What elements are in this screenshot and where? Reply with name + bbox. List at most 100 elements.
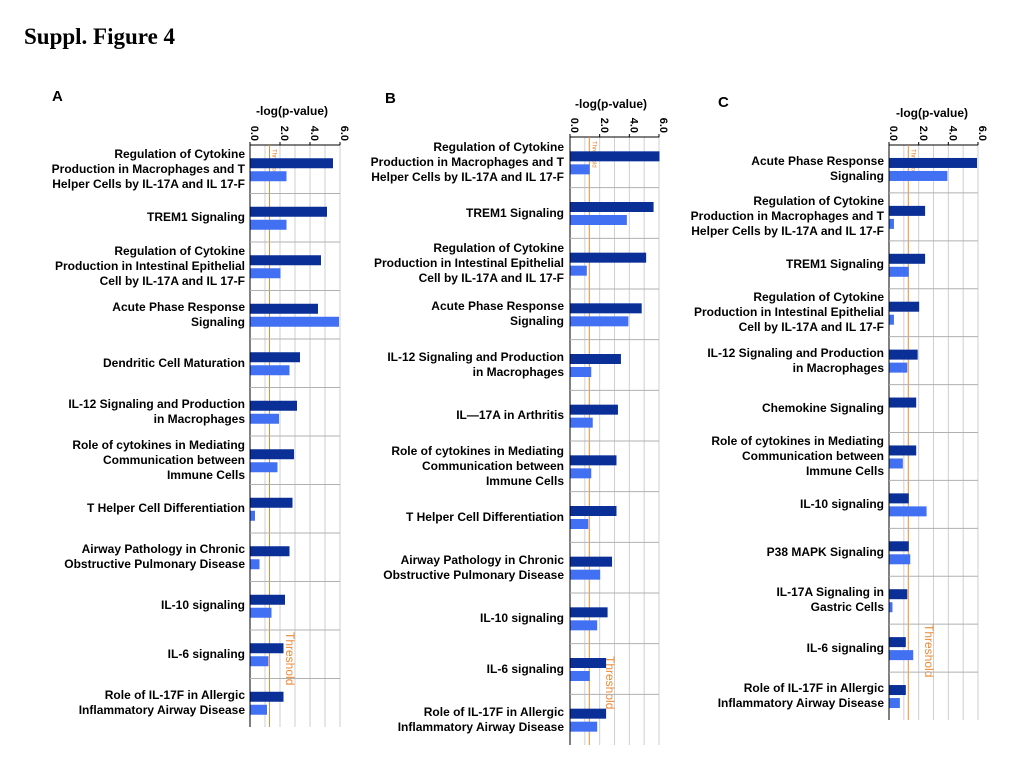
panel-a-bar-series2	[250, 171, 287, 182]
panel-b-tick-label: 4.0	[627, 118, 639, 133]
panel-a-category-label: Role of IL-17F in Allergic Inflammatory …	[78, 687, 245, 717]
panel-b-category-label: IL-12 Signaling and Production in Macrop…	[387, 350, 564, 379]
panel-b-bar-series1	[570, 658, 607, 668]
panel-b-bar-series2	[570, 164, 590, 175]
panel-c-bar-series2	[889, 170, 948, 181]
panel-a-bar-series1	[250, 691, 284, 702]
panel-c-bar-series2	[889, 266, 909, 277]
panel-a-bar-series1	[250, 643, 284, 654]
panel-c-bar-series1	[889, 589, 908, 600]
panel-c-category-label: IL-12 Signaling and Production in Macrop…	[707, 345, 884, 375]
panel-a-bar-series2	[250, 704, 267, 715]
panel-b-bar-series2	[570, 721, 598, 732]
panel-b-category-label: Role of cytokines in Mediating Communica…	[391, 443, 564, 488]
panel-a-tick-label: 6.0	[338, 126, 350, 141]
panel-a-bar-series1	[250, 497, 293, 508]
panel-c-category-label: Regulation of Cytokine Production in Mac…	[690, 194, 884, 239]
figure-title: Suppl. Figure 4	[24, 24, 176, 49]
panel-b-bar-series1	[570, 354, 621, 364]
panel-b-category-label: IL-10 signaling	[479, 610, 564, 625]
panel-c-tick-label: 0.0	[887, 126, 899, 141]
panel-b-category-label: Airway Pathology in Chronic Obstructive …	[383, 552, 564, 582]
panel-a-category-label: Regulation of Cytokine Production in Mac…	[51, 146, 245, 191]
panel-c-bar-series2	[889, 554, 911, 565]
panel-b-bar-series2	[570, 620, 598, 631]
panel-c-threshold-label: Threshold	[922, 624, 936, 677]
panel-b-category-label: TREM1 Signaling	[465, 205, 564, 220]
panel-b-category-label: IL—17A in Arthritis	[456, 408, 564, 423]
panel-b-tick-label: 6.0	[657, 118, 669, 133]
panel-a-category-label: IL-10 signaling	[160, 598, 245, 613]
panel-c-category-label: IL-17A Signaling in Gastric Cells	[776, 585, 884, 615]
panel-b-axis-title: -log(p-value)	[575, 97, 647, 111]
panel-b-threshold-label: Threshold	[603, 656, 617, 709]
panel-a-bar-series1	[250, 158, 333, 169]
panel-a-category-label: Acute Phase Response Signaling	[112, 299, 245, 329]
panel-c-bar-series2	[889, 698, 900, 709]
panel-b-bar-series1	[570, 455, 617, 466]
panel-c-bar-series2	[889, 314, 894, 325]
panel-a-bar-series2	[250, 510, 255, 521]
panel-a-bar-series1	[250, 206, 327, 217]
panel-a-bar-series2	[250, 607, 272, 618]
panel-c-category-label: Role of cytokines in Mediating Communica…	[711, 433, 884, 478]
panel-c-tick-label: 6.0	[976, 126, 988, 141]
panel-a-bar-series2	[250, 316, 339, 327]
panel-c-axis-title: -log(p-value)	[896, 106, 968, 120]
panel-a-bar-series2	[250, 365, 290, 376]
panel-a-category-label: Role of cytokines in Mediating Communica…	[72, 437, 245, 482]
panel-c-category-label: Regulation of Cytokine Production in Int…	[693, 290, 884, 335]
panel-b-bar-series2	[570, 417, 593, 428]
panel-c-letter: C	[718, 94, 729, 111]
panel-a-bar-series1	[250, 594, 285, 605]
panel-b-bar-series1	[570, 252, 647, 263]
panel-b-category-label: Acute Phase Response Signaling	[431, 299, 564, 329]
panel-c-category-label: P38 MAPK Signaling	[766, 544, 884, 559]
panel-c-category-label: Acute Phase Response Signaling	[751, 153, 884, 183]
panel-b-category-label: Regulation of Cytokine Production in Int…	[373, 241, 564, 286]
panel-a-bar-series2	[250, 559, 260, 570]
panel-a-category-label: Airway Pathology in Chronic Obstructive …	[64, 542, 245, 572]
panel-c-category-label: Chemokine Signaling	[761, 401, 884, 416]
panel-a-letter: A	[52, 88, 63, 105]
panel-b-bar-series1	[570, 556, 613, 567]
panel-b-tick-label: 2.0	[598, 118, 610, 133]
panel-a-bar-series1	[250, 546, 290, 557]
panel-a-tick-label: 4.0	[308, 126, 320, 141]
panel-a-bar-series2	[250, 656, 269, 667]
panel-b-bar-series1	[570, 708, 607, 719]
panel-b-bar-series2	[570, 367, 592, 377]
panel-c-tick-label: 2.0	[917, 126, 929, 141]
panel-a-tick-label: 0.0	[248, 126, 260, 141]
panel-c-bar-series2	[889, 362, 908, 373]
panel-c-bar-series2	[889, 650, 914, 661]
panel-c-bar-series1	[889, 397, 917, 408]
panel-b-bar-series1	[570, 607, 608, 618]
panel-b-bar-series2	[570, 316, 629, 327]
panel-a-category-label: IL-6 signaling	[167, 646, 245, 661]
panel-a-bar-series1	[250, 255, 321, 266]
panel-a-category-label: Regulation of Cytokine Production in Int…	[54, 243, 245, 288]
panel-b-bar-series1	[570, 202, 654, 212]
panel-b-letter: B	[385, 90, 396, 107]
panel-a-threshold-label: Threshold	[283, 632, 297, 685]
panel-c-bar-series1	[889, 349, 918, 360]
panel-b-bar-series2	[570, 519, 589, 529]
panel-b-category-label: Regulation of Cytokine Production in Mac…	[370, 139, 564, 184]
panel-a-bar-series2	[250, 268, 281, 279]
panel-c-bar-series1	[889, 301, 920, 312]
panel-a-bar-series1	[250, 352, 300, 363]
panel-c-category-label: Role of IL-17F in Allergic Inflammatory …	[717, 681, 884, 711]
panel-c-category-label: IL-10 signaling	[799, 496, 884, 511]
panel-b-category-label: IL-6 signaling	[486, 661, 564, 676]
panel-c-bar-series1	[889, 685, 906, 696]
panel-b-bar-series2	[570, 265, 587, 276]
panel-a-category-label: TREM1 Signaling	[146, 210, 245, 225]
panel-c-bar-series1	[889, 157, 978, 168]
panel-b-category-label: T Helper Cell Differentiation	[405, 509, 564, 524]
panel-c-bar-series1	[889, 205, 926, 216]
panel-c-category-label: TREM1 Signaling	[785, 257, 884, 272]
panel-a-bar-series1	[250, 449, 294, 460]
panel-b-bar-series2	[570, 569, 601, 580]
panel-b-bar-series1	[570, 404, 618, 415]
